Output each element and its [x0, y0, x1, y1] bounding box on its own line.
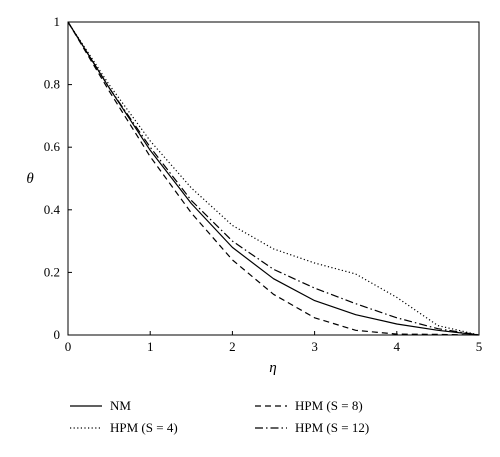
- series-line-3: [67, 21, 480, 336]
- x-tick-label: 1: [147, 339, 154, 354]
- x-tick-label: 5: [476, 339, 483, 354]
- y-tick-label: 0.8: [44, 77, 60, 92]
- y-axis-label: θ: [26, 171, 34, 187]
- series-line-2: [67, 21, 480, 336]
- x-tick-label: 3: [311, 339, 318, 354]
- y-tick-label: 0.6: [44, 139, 61, 154]
- y-tick-label: 1: [54, 14, 61, 29]
- legend-label-0: NM: [110, 398, 131, 413]
- y-tick-label: 0: [54, 327, 61, 342]
- axis-ticks: 0 1 2 3 4 5 0 0.2 0.4 0.6 0.8 1: [44, 14, 483, 354]
- plot-frame: [67, 21, 480, 336]
- legend-label-1: HPM (S = 4): [110, 420, 178, 435]
- x-tick-label: 0: [65, 339, 72, 354]
- legend: NM HPM (S = 4) HPM (S = 8) HPM (S = 12): [70, 398, 369, 435]
- series-lines: [67, 21, 480, 336]
- x-axis-label: η: [269, 360, 276, 376]
- x-tick-label: 2: [229, 339, 236, 354]
- legend-label-2: HPM (S = 8): [295, 398, 363, 413]
- y-tick-label: 0.4: [44, 202, 61, 217]
- legend-label-3: HPM (S = 12): [295, 420, 369, 435]
- series-line-1: [67, 21, 480, 336]
- y-tick-label: 0.2: [44, 264, 60, 279]
- series-line-0: [67, 21, 480, 336]
- x-tick-label: 4: [394, 339, 401, 354]
